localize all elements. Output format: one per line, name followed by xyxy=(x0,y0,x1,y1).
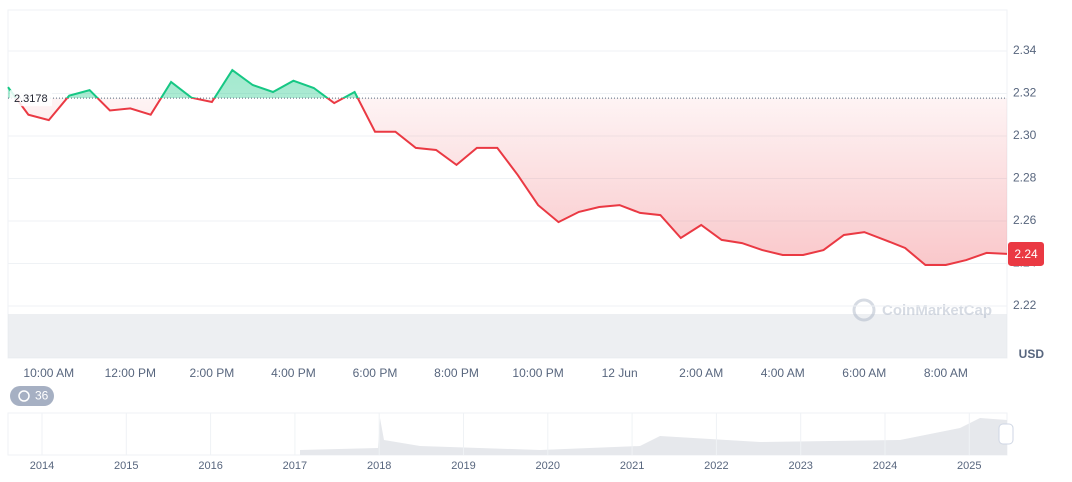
x-tick-label: 8:00 PM xyxy=(434,366,479,380)
x-tick-label: 2:00 PM xyxy=(190,366,235,380)
x-tick-label: 12 Jun xyxy=(602,366,638,380)
x-tick-label: 6:00 PM xyxy=(353,366,398,380)
baseline-label-bg xyxy=(10,90,52,107)
price-label: 2.24 xyxy=(1014,247,1038,261)
x-tick-label: 10:00 AM xyxy=(23,366,74,380)
volume-bars xyxy=(8,314,1007,358)
y-tick-label: 2.26 xyxy=(1013,213,1037,227)
navigator-year: 2025 xyxy=(957,460,981,472)
navigator-handle[interactable] xyxy=(998,423,1014,445)
y-tick-label: 2.32 xyxy=(1013,86,1037,100)
y-tick-label: 2.22 xyxy=(1013,298,1037,312)
price-line-down xyxy=(14,98,1008,266)
area-up xyxy=(8,70,1007,99)
navigator-year: 2014 xyxy=(30,460,54,472)
y-tick-label: 2.30 xyxy=(1013,128,1037,142)
navigator-year: 2015 xyxy=(114,460,138,472)
navigator-year: 2019 xyxy=(451,460,475,472)
area-down xyxy=(16,98,1007,265)
badge-bg xyxy=(10,386,54,406)
price-line-up xyxy=(7,68,359,99)
navigator-year: 2024 xyxy=(873,460,897,472)
y-tick-label: 2.34 xyxy=(1013,43,1037,57)
baseline-label: 2.3178 xyxy=(14,93,48,105)
badge-text: 36 xyxy=(35,389,49,403)
x-tick-label: 4:00 AM xyxy=(761,366,805,380)
price-label-bg xyxy=(1008,241,1044,266)
y-tick-label: 2.28 xyxy=(1013,171,1037,185)
x-tick-label: 6:00 AM xyxy=(842,366,886,380)
navigator-area xyxy=(300,418,1007,455)
x-tick-label: 12:00 PM xyxy=(105,366,156,380)
x-tick-label: 4:00 PM xyxy=(271,366,316,380)
navigator-year: 2017 xyxy=(283,460,307,472)
x-tick-label: 8:00 AM xyxy=(924,366,968,380)
currency-label: USD xyxy=(1019,347,1045,361)
watermark-text: CoinMarketCap xyxy=(882,302,992,319)
navigator-year: 2021 xyxy=(620,460,644,472)
navigator-year: 2016 xyxy=(198,460,222,472)
navigator-year: 2023 xyxy=(788,460,812,472)
x-tick-label: 2:00 AM xyxy=(679,366,723,380)
range-badge[interactable]: 36 xyxy=(10,386,54,406)
navigator-year: 2018 xyxy=(367,460,391,472)
x-tick-label: 10:00 PM xyxy=(512,366,563,380)
navigator-year: 2020 xyxy=(536,460,560,472)
navigator-year: 2022 xyxy=(704,460,728,472)
